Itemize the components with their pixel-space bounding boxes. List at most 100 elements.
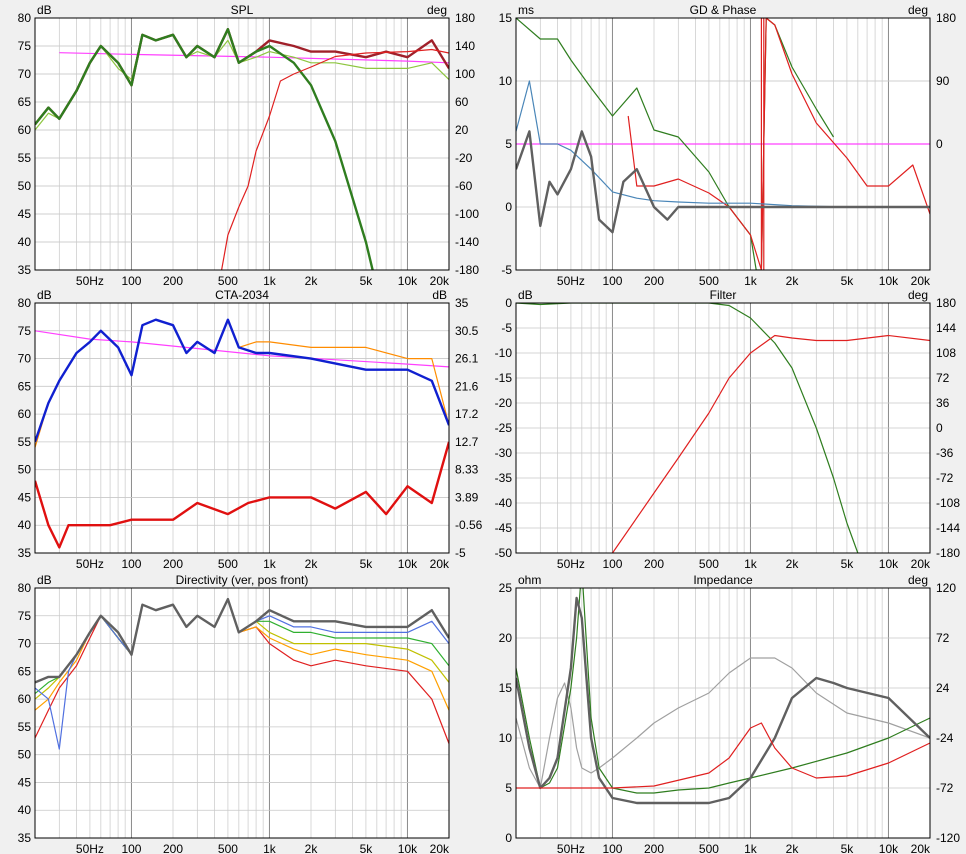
y2-tick-label: -0.56 — [455, 518, 483, 532]
y-tick-label: 0 — [505, 200, 512, 214]
x-tick-label: 200 — [163, 557, 183, 571]
y-tick-label: 55 — [18, 435, 32, 449]
y2-tick-label: 30.5 — [455, 324, 479, 338]
y-tick-label: 0 — [505, 831, 512, 845]
x-tick-label: 50Hz — [76, 557, 104, 571]
y2-tick-label: 3.89 — [455, 490, 479, 504]
y-tick-label: 35 — [18, 831, 32, 845]
chart-title: CTA-2034 — [215, 288, 269, 302]
y-tick-label: -25 — [495, 421, 513, 435]
y2-tick-label: 17.2 — [455, 407, 479, 421]
x-tick-label: 5k — [841, 557, 855, 571]
y2-tick-label: -120 — [936, 831, 960, 845]
x-tick-label: 1k — [263, 274, 277, 288]
x-tick-label: 200 — [163, 842, 183, 854]
y-tick-label: -20 — [495, 396, 513, 410]
y-tick-label: 70 — [18, 637, 32, 651]
y2-tick-label: -36 — [936, 446, 954, 460]
y-tick-label: 45 — [18, 775, 32, 789]
y2-tick-label: 0 — [936, 421, 943, 435]
y-tick-label: 80 — [18, 11, 32, 25]
series-line-3 — [35, 28, 374, 270]
plot-frame — [515, 17, 931, 271]
y2-tick-label: 21.6 — [455, 379, 479, 393]
x-tick-label: 200 — [644, 842, 664, 854]
series-line-2 — [35, 318, 449, 443]
y2-axis-unit: dB — [432, 288, 447, 302]
y-tick-label: 75 — [18, 39, 32, 53]
y-axis-unit: ohm — [518, 573, 541, 587]
y-axis-unit: dB — [37, 573, 52, 587]
y2-tick-label: 35 — [455, 296, 469, 310]
x-tick-label: 100 — [602, 557, 622, 571]
series-line-3 — [35, 441, 449, 549]
chart-panel-0: 80 75 70 65 60 55 50 45 40 35 180 140 100 60 20 -20 -60 -… — [18, 3, 480, 288]
y2-tick-label: -108 — [936, 496, 960, 510]
y-axis-unit: ms — [518, 3, 534, 17]
y2-tick-label: -144 — [936, 521, 960, 535]
y2-tick-label: 8.33 — [455, 463, 479, 477]
y-axis-unit: dB — [37, 288, 52, 302]
chart-panel-3: 0 -5 -10 -15 -20 -25 -30 -35 -40 -45 -50 180 144 108 7… — [495, 288, 961, 571]
x-tick-label: 500 — [699, 274, 719, 288]
y2-tick-label: 72 — [936, 631, 950, 645]
x-tick-label: 20k — [430, 842, 450, 854]
series-line-0 — [516, 657, 930, 789]
x-tick-label: 10k — [879, 557, 899, 571]
y-tick-label: 55 — [18, 151, 32, 165]
y-tick-label: 70 — [18, 352, 32, 366]
x-tick-label: 1k — [744, 274, 758, 288]
y-tick-label: -45 — [495, 521, 513, 535]
x-tick-label: 500 — [218, 842, 238, 854]
plot-frame — [34, 17, 450, 271]
y2-tick-label: 0 — [936, 137, 943, 151]
x-tick-label: 2k — [786, 274, 800, 288]
x-tick-label: 50Hz — [76, 842, 104, 854]
y-tick-label: 80 — [18, 581, 32, 595]
y2-tick-label: -72 — [936, 781, 954, 795]
y2-axis-unit: deg — [908, 3, 928, 17]
series-line-3 — [760, 18, 765, 270]
series-line-5 — [516, 130, 930, 234]
x-tick-label: 100 — [602, 842, 622, 854]
plot-area — [35, 18, 449, 270]
y-tick-label: 55 — [18, 720, 32, 734]
plot-area — [516, 588, 930, 838]
chart-title: SPL — [231, 3, 254, 17]
y2-tick-label: 72 — [936, 371, 950, 385]
y2-tick-label: -20 — [455, 151, 473, 165]
y2-tick-label: 36 — [936, 396, 950, 410]
plot-frame — [515, 302, 931, 554]
chart-title: Directivity (ver, pos front) — [176, 573, 309, 587]
y-tick-label: -5 — [501, 321, 512, 335]
y2-tick-label: 60 — [455, 95, 469, 109]
plot-frame — [34, 302, 450, 554]
x-tick-label: 2k — [786, 557, 800, 571]
y-tick-label: 15 — [499, 681, 513, 695]
x-tick-label: 5k — [360, 274, 374, 288]
x-tick-label: 50Hz — [76, 274, 104, 288]
y-tick-label: 45 — [18, 207, 32, 221]
y2-tick-label: 120 — [936, 581, 956, 595]
y2-tick-label: 144 — [936, 321, 956, 335]
x-tick-label: 20k — [911, 842, 931, 854]
x-tick-label: 5k — [360, 557, 374, 571]
y-tick-label: 5 — [505, 781, 512, 795]
y-tick-label: 75 — [18, 324, 32, 338]
y-tick-label: 50 — [18, 179, 32, 193]
y2-tick-label: -72 — [936, 471, 954, 485]
y2-tick-label: 180 — [455, 11, 475, 25]
y-tick-label: 20 — [499, 631, 513, 645]
chart-panel-5: 25 20 15 10 5 0 120 72 24 -24 -72 -120 50Hz 100 200 500… — [499, 573, 961, 854]
y-tick-label: 60 — [18, 407, 32, 421]
y2-tick-label: 100 — [455, 67, 475, 81]
x-tick-label: 200 — [644, 557, 664, 571]
x-tick-label: 500 — [218, 274, 238, 288]
x-tick-label: 20k — [430, 557, 450, 571]
y-tick-label: 65 — [18, 379, 32, 393]
y-tick-label: 80 — [18, 296, 32, 310]
y2-tick-label: 12.7 — [455, 435, 479, 449]
y-tick-label: 45 — [18, 490, 32, 504]
series-line-2 — [516, 596, 930, 805]
